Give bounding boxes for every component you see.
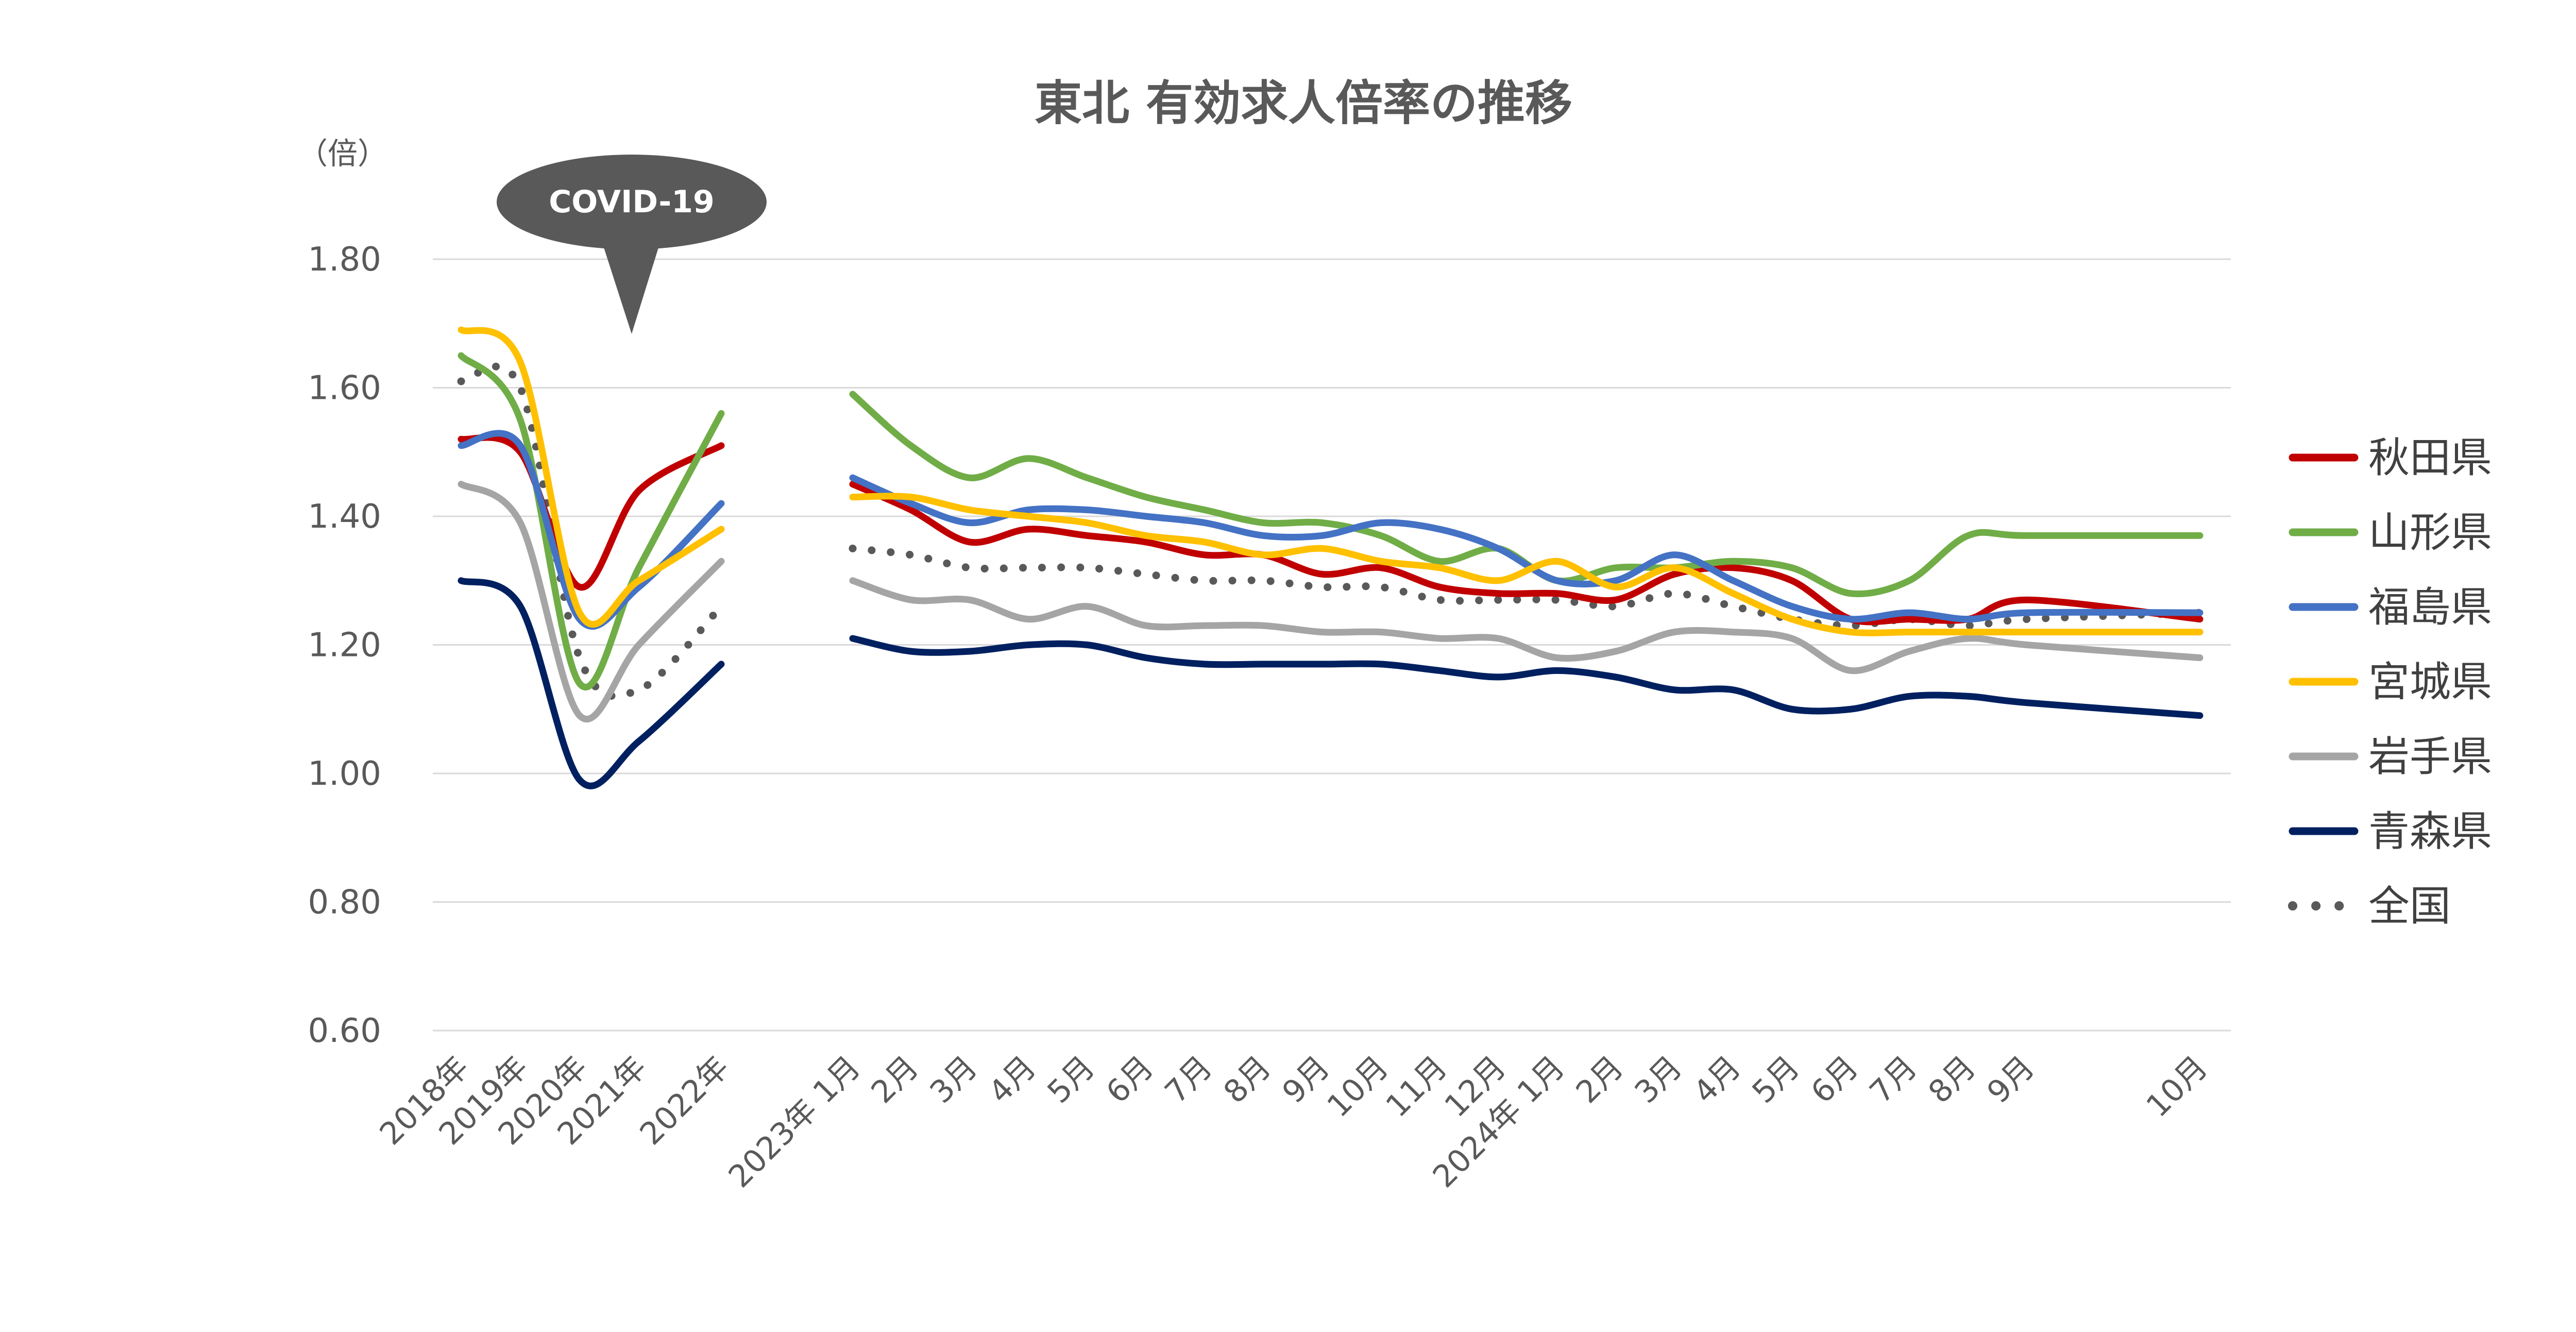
y-tick-label: 0.60 <box>308 1012 382 1050</box>
legend-label: 秋田県 <box>2368 434 2492 482</box>
y-tick-label: 1.60 <box>308 369 382 408</box>
y-unit-label: （倍） <box>298 136 387 171</box>
x-tick-label: 8月 <box>1922 1049 1983 1110</box>
y-tick-label: 1.00 <box>308 755 382 793</box>
gridlines <box>433 258 2231 1032</box>
series-3-line <box>849 474 2204 623</box>
chart-title: 東北 有効求人倍率の推移 <box>1035 76 1572 131</box>
y-tick-label: 1.20 <box>308 627 382 665</box>
x-tick-label: 5月 <box>1745 1049 1807 1110</box>
series-7-line <box>457 363 725 700</box>
x-tick-label: 6月 <box>1099 1049 1161 1110</box>
x-tick-label: 2月 <box>1569 1049 1631 1110</box>
y-tick-label: 1.40 <box>308 498 382 536</box>
covid-callout-pointer <box>602 241 660 334</box>
x-tick-label: 8月 <box>1217 1049 1278 1110</box>
series-4-line <box>849 493 2204 636</box>
x-tick-label: 7月 <box>1158 1049 1219 1110</box>
x-tick-label: 3月 <box>1628 1049 1689 1110</box>
legend-label: 福島県 <box>2368 583 2492 631</box>
series-2-line <box>457 352 725 690</box>
legend-label: 山形県 <box>2368 509 2492 557</box>
x-tick-label: 6月 <box>1804 1049 1866 1110</box>
series-5-line <box>457 481 725 723</box>
x-tick-label: 10月 <box>1320 1049 1396 1124</box>
series-1-line <box>457 434 725 591</box>
x-tick-label: 7月 <box>1863 1049 1924 1110</box>
y-tick-label: 1.80 <box>308 241 382 279</box>
x-tick-label: 2月 <box>865 1049 926 1110</box>
x-tick-label: 4月 <box>982 1049 1043 1110</box>
series-1-line <box>849 481 2204 626</box>
x-tick-label: 4月 <box>1687 1049 1748 1110</box>
legend-label: 宮城県 <box>2368 658 2492 706</box>
series-group <box>457 326 2204 789</box>
series-2-line <box>849 391 2204 597</box>
series-4-line <box>457 326 725 628</box>
x-tick-label: 9月 <box>1980 1049 2042 1110</box>
legend-label: 全国 <box>2368 882 2451 930</box>
legend-label: 岩手県 <box>2368 733 2492 781</box>
y-axis: 0.60 0.80 1.00 1.20 1.40 1.60 1.80 <box>308 241 382 1050</box>
y-tick-label: 0.80 <box>308 884 382 922</box>
covid-callout-label: COVID-19 <box>549 184 715 220</box>
covid-callout: COVID-19 <box>497 155 767 334</box>
series-6-line <box>849 635 2204 719</box>
x-tick-label: 2022年 <box>633 1049 736 1152</box>
covid-callout-bubble <box>497 155 767 249</box>
x-tick-label: 5月 <box>1041 1049 1102 1110</box>
x-tick-label: 10月 <box>2140 1049 2215 1124</box>
legend-label: 青森県 <box>2368 807 2492 855</box>
x-tick-label: 11月 <box>1379 1049 1454 1124</box>
x-tick-label: 3月 <box>923 1049 985 1110</box>
x-tick-label: 2023年 1月 <box>722 1049 868 1195</box>
series-5-line <box>849 577 2204 675</box>
series-6-line <box>457 577 725 789</box>
